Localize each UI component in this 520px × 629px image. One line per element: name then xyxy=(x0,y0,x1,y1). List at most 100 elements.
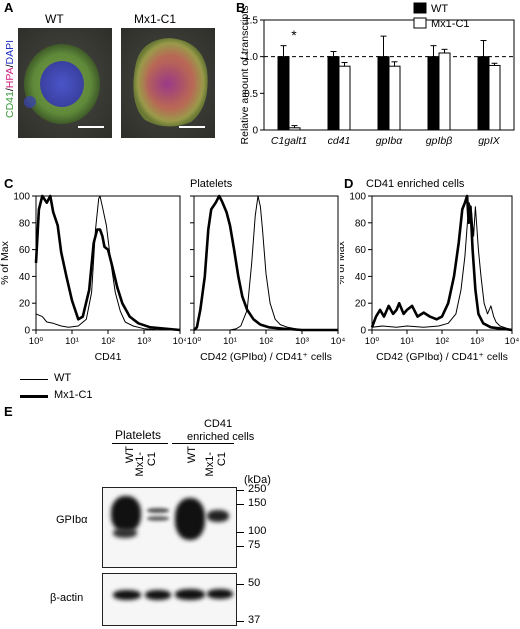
band xyxy=(145,590,171,600)
histogram-wt xyxy=(371,202,513,331)
marker-tick xyxy=(236,546,244,547)
histogram-wt xyxy=(35,195,180,331)
scale-bar xyxy=(179,126,205,128)
group-line-platelets xyxy=(112,443,168,444)
x-tick-label: 10⁰ xyxy=(365,336,380,347)
marker-250: 250 xyxy=(248,483,267,495)
y-tick-label: 100 xyxy=(349,192,366,203)
band xyxy=(175,498,205,540)
y-axis-label: % of Max xyxy=(0,240,11,285)
y-tick-label: 0 xyxy=(360,326,366,337)
y-tick-label: 40 xyxy=(355,272,367,283)
band xyxy=(111,496,141,532)
band xyxy=(147,508,169,513)
marker-tick xyxy=(236,621,244,622)
legend-label: Mx1-C1 xyxy=(431,18,470,30)
bar xyxy=(388,65,401,131)
bar xyxy=(438,52,451,131)
group-label-cd41: CD41 enriched cells xyxy=(187,418,255,443)
y-tick-label: 1.5 xyxy=(244,16,258,27)
bar xyxy=(277,56,290,131)
legend-swatch xyxy=(413,17,427,29)
band xyxy=(113,590,141,600)
marker-50: 50 xyxy=(248,577,261,589)
platelets-title: Platelets xyxy=(190,178,233,190)
group-line-cd41 xyxy=(172,443,234,444)
x-tick-label: 10¹ xyxy=(400,336,414,347)
panel-label-a: A xyxy=(4,0,14,15)
legend-line-wt xyxy=(20,379,48,380)
image-title-mx1: Mx1-C1 xyxy=(134,12,177,26)
legend-label: WT xyxy=(431,3,448,15)
marker-150: 150 xyxy=(248,497,267,509)
y-tick-label: 20 xyxy=(19,299,31,310)
x-category-label: cd41 xyxy=(328,135,351,147)
bar xyxy=(327,56,340,131)
plot-frame xyxy=(193,195,339,331)
bar xyxy=(377,56,390,131)
x-tick-label: 10² xyxy=(259,336,273,347)
marker-tick xyxy=(236,584,244,585)
marker-tick xyxy=(236,532,244,533)
y-tick-label: 100 xyxy=(13,192,30,203)
panel-label-e: E xyxy=(4,404,13,419)
panel-label-b: B xyxy=(236,0,246,15)
x-category-label: gpIbα xyxy=(376,135,403,147)
histogram-c-cd41: 0 20 40 60 80 100 10⁰ 10¹ 10² 10³ 10⁴ % of Max CD41 xyxy=(0,192,186,364)
histogram-d: 0 20 40 60 80 100 10⁰ 10¹ 10² 10³ 10⁴ % of Max CD42 … xyxy=(340,192,519,364)
row-label-actin: β-actin xyxy=(50,592,84,604)
micrograph-mx1 xyxy=(121,28,215,138)
panel-label-c: C xyxy=(4,176,14,191)
band xyxy=(175,589,205,600)
kda-label: (kDa) xyxy=(244,474,271,486)
histogram-mx1-c1 xyxy=(193,194,338,332)
x-tick-label: 10⁴ xyxy=(173,336,186,347)
y-tick-label: 0.5 xyxy=(244,89,258,100)
marker-100: 100 xyxy=(248,525,267,537)
x-tick-label: 10³ xyxy=(137,336,151,347)
lane-label-2: Mx1-C1 xyxy=(134,452,158,477)
x-tick-label: 10³ xyxy=(295,336,309,347)
image-title-wt: WT xyxy=(45,12,64,26)
x-tick-label: 10⁴ xyxy=(331,336,346,347)
bar xyxy=(338,65,351,131)
y-tick-label: 80 xyxy=(355,218,367,229)
x-tick-label: 10³ xyxy=(470,336,484,347)
western-blot-actin xyxy=(102,573,237,626)
bar xyxy=(427,56,440,131)
stain-hpa: HPA xyxy=(4,67,16,89)
histogram-wt xyxy=(194,195,338,331)
histogram-mx1-c1 xyxy=(370,194,513,332)
x-category-label: C1galt1 xyxy=(271,135,307,147)
y-tick-label: 80 xyxy=(19,218,31,229)
x-tick-label: 10² xyxy=(101,336,115,347)
marker-37: 37 xyxy=(248,614,261,626)
legend-label-mx1: Mx1-C1 xyxy=(54,389,93,401)
y-tick-label: 1.0 xyxy=(244,52,258,63)
micrograph-wt xyxy=(18,28,112,138)
lane-label-4: Mx1-C1 xyxy=(204,452,228,477)
y-tick-label: 60 xyxy=(355,245,367,256)
y-axis-label: Relative amount of transcripts xyxy=(239,6,251,145)
y-tick-label: 40 xyxy=(19,272,31,283)
plot-frame xyxy=(371,195,513,331)
y-tick-label: 0 xyxy=(252,126,258,137)
x-axis-label: CD42 (GPIbα) / CD41⁺ cells xyxy=(200,351,332,363)
legend-swatch xyxy=(413,2,427,14)
panel-label-d: D xyxy=(344,176,354,191)
stain-dapi: DAPI xyxy=(4,39,16,65)
x-tick-label: 10¹ xyxy=(65,336,79,347)
x-tick-label: 10² xyxy=(435,336,449,347)
marker-75: 75 xyxy=(248,539,261,551)
bar xyxy=(288,127,301,131)
y-axis-label: % of Max xyxy=(340,240,347,285)
band xyxy=(147,516,169,521)
x-tick-label: 10⁰ xyxy=(187,336,202,347)
legend-c: WT Mx1-C1 xyxy=(20,372,120,410)
x-axis-label: CD41 xyxy=(95,351,122,363)
plot-frame xyxy=(35,195,181,331)
marker-tick xyxy=(236,490,244,491)
cd41-enriched-title: CD41 enriched cells xyxy=(366,178,465,190)
x-tick-label: 10⁰ xyxy=(29,336,44,347)
